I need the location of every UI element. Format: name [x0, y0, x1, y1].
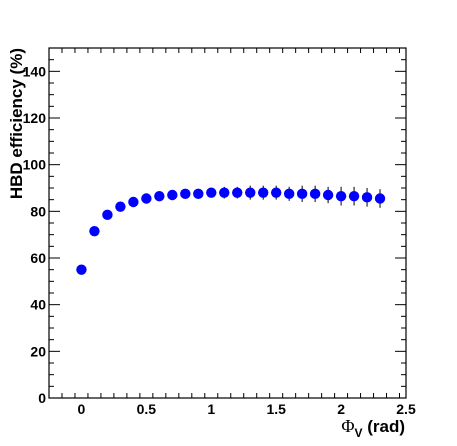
x-axis-ticks: 0 0.5 1 1.5 2 2.5 — [48, 48, 416, 417]
y-tick-label: 20 — [30, 343, 46, 359]
y-axis-title: HBD efficiency (%) — [7, 48, 26, 199]
data-point — [322, 189, 334, 201]
x-axis-title-rest: (rad) — [363, 417, 406, 436]
data-point — [296, 188, 308, 200]
data-point — [141, 193, 152, 204]
data-point — [180, 188, 191, 200]
x-axis-title: ΦV (rad) — [341, 416, 405, 440]
x-tick-label: 1.5 — [266, 401, 286, 417]
x-tick-label: 0 — [78, 401, 86, 417]
x-axis-title-symbol: Φ — [341, 416, 354, 436]
data-point — [206, 187, 217, 198]
x-tick-label: 2.5 — [396, 401, 416, 417]
plot-frame — [48, 47, 407, 399]
data-points — [76, 187, 386, 275]
data-point — [283, 188, 295, 200]
y-tick-label: 60 — [30, 250, 46, 266]
data-point — [167, 189, 178, 201]
y-tick-label: 140 — [23, 63, 47, 79]
data-point — [348, 190, 360, 202]
data-point — [335, 190, 347, 202]
x-tick-label: 2 — [337, 401, 345, 417]
y-axis-ticks: 0 20 40 60 80 100 120 140 — [23, 47, 406, 406]
x-tick-label: 1 — [207, 401, 215, 417]
data-point — [219, 187, 230, 198]
data-point — [258, 187, 269, 198]
data-point — [128, 196, 139, 208]
data-point — [374, 193, 386, 204]
data-point — [76, 264, 87, 275]
plot-border — [48, 47, 407, 399]
data-point — [89, 225, 100, 237]
data-point — [154, 190, 165, 202]
data-point — [102, 209, 113, 221]
data-point — [245, 187, 256, 198]
x-axis-title-subscript: V — [354, 426, 362, 440]
data-point — [361, 192, 373, 203]
x-tick-label: 0.5 — [137, 401, 157, 417]
y-tick-label: 40 — [30, 297, 46, 313]
data-point — [309, 188, 321, 200]
data-point — [232, 187, 243, 198]
data-point — [270, 187, 282, 198]
y-tick-label: 0 — [38, 390, 46, 406]
y-tick-label: 120 — [23, 110, 47, 126]
data-point — [193, 188, 204, 200]
y-tick-label: 80 — [30, 203, 46, 219]
y-tick-label: 100 — [23, 157, 47, 173]
data-point — [115, 201, 126, 212]
